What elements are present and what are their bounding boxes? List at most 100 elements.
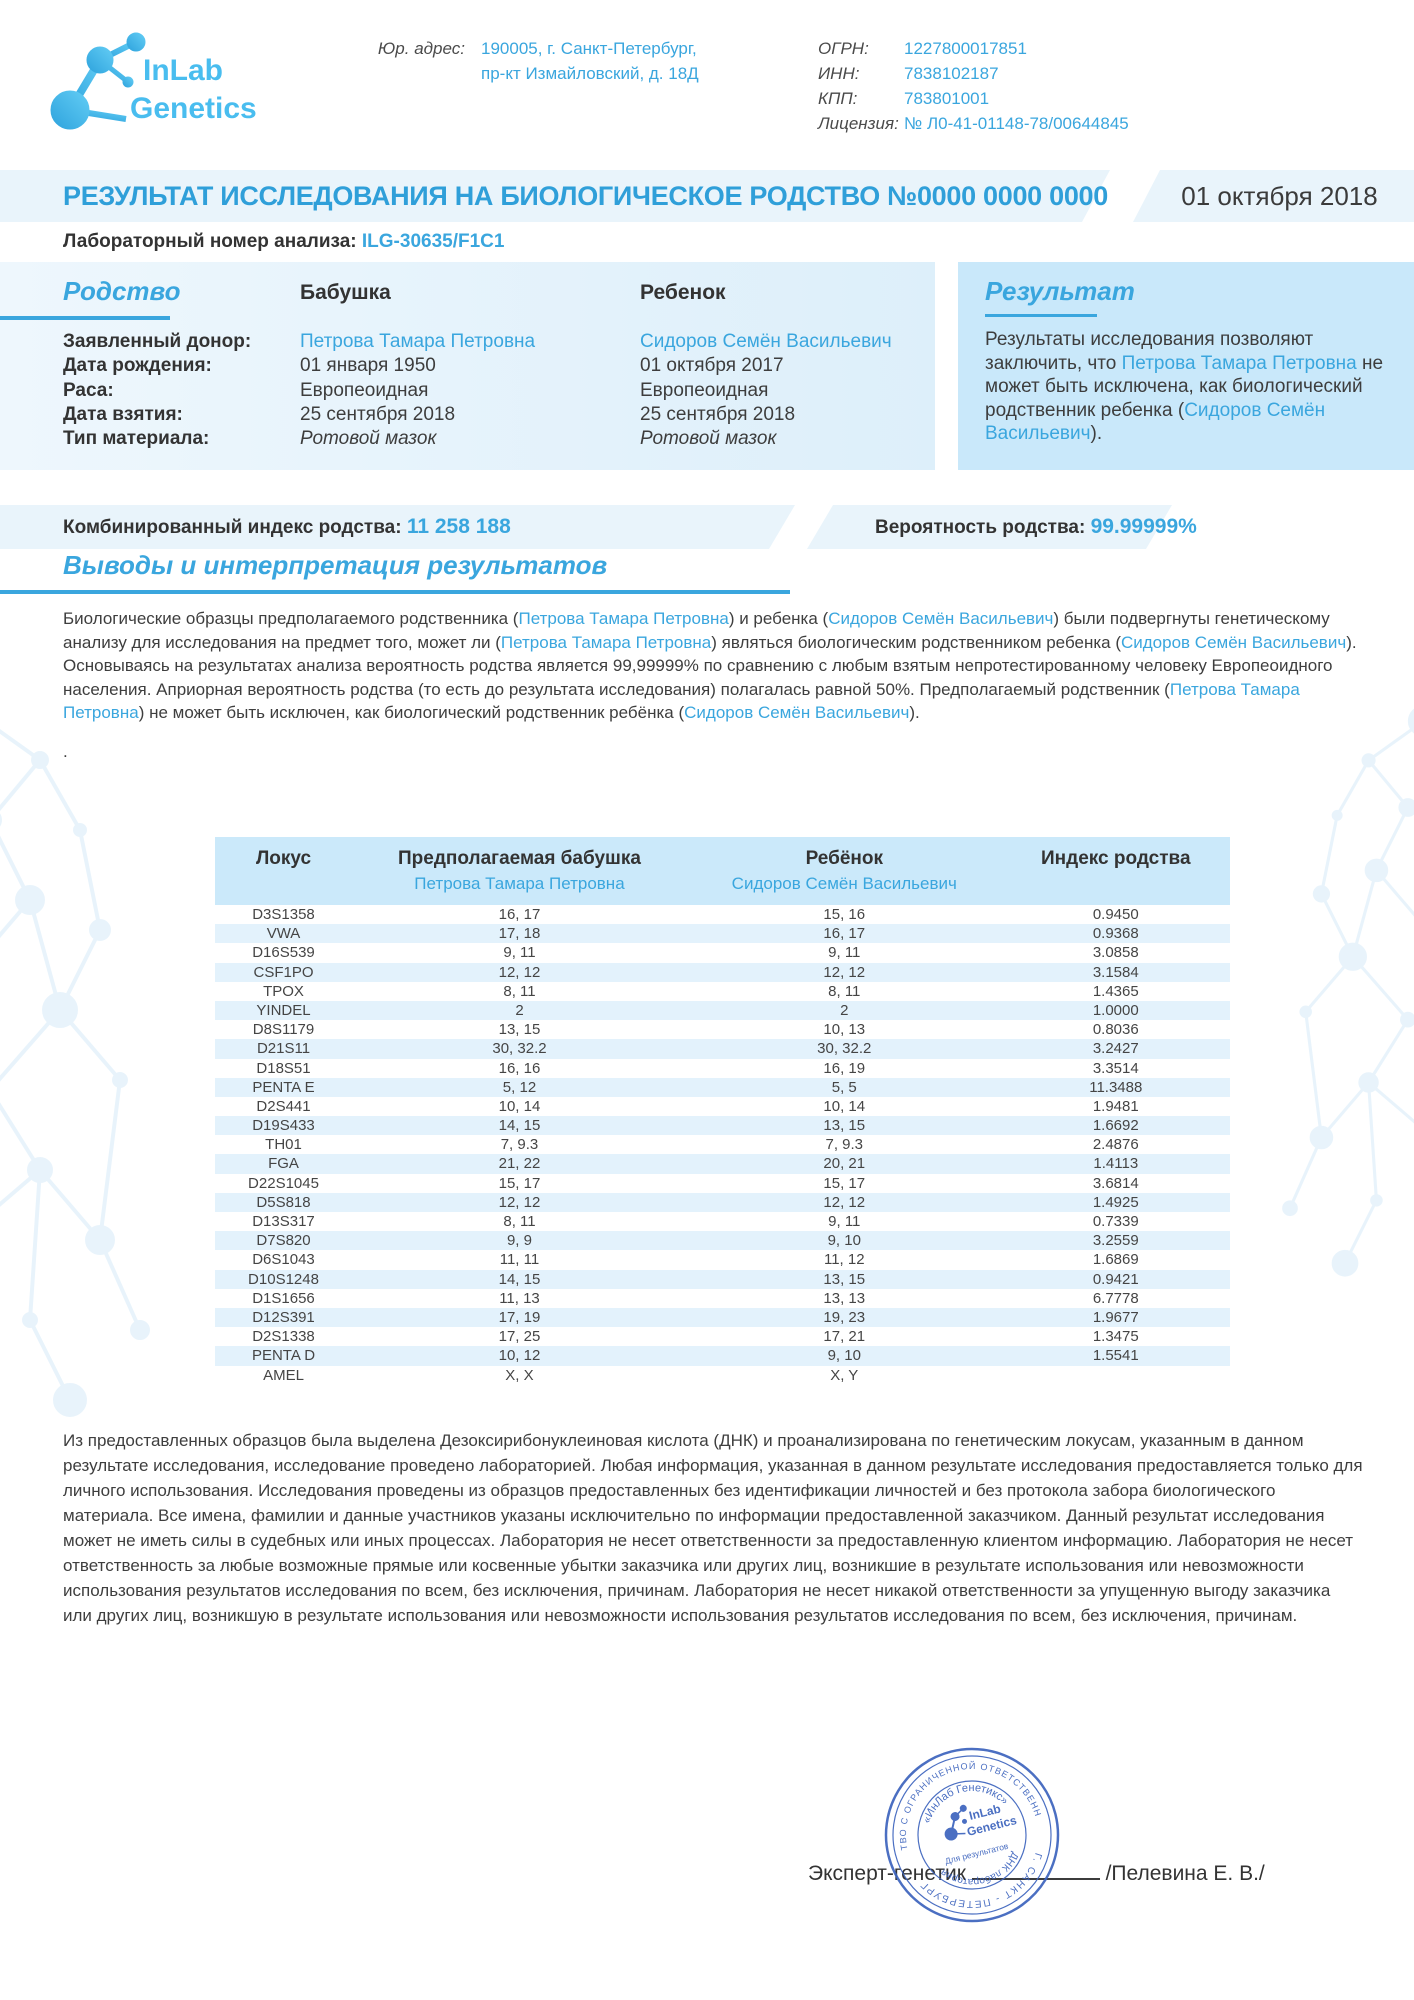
table-cell: PENTA E (252, 1078, 315, 1096)
kinship-row: Раса: Европеоидная Европеоидная (0, 379, 935, 403)
table-cell: PENTA D (251, 1347, 316, 1365)
conclusions-title-underline (0, 590, 790, 594)
table-cell: 9, 11 (503, 944, 536, 962)
table-cell: 11, 11 (499, 1251, 540, 1269)
table-cell: YINDEL (256, 1001, 311, 1019)
table-cell: 1.4113 (1093, 1155, 1139, 1173)
combined-index: Комбинированный индекс родства: 11 258 1… (63, 505, 511, 549)
table-cell: CSF1PO (253, 963, 314, 981)
kinship-row: Дата взятия: 25 сентября 2018 25 сентября … (0, 403, 935, 427)
kinship-panel (0, 262, 935, 470)
document-date: 01 октября 2018 (1181, 181, 1378, 211)
loci-table: Локус Предполагаемая бабушка Петрова Там… (215, 837, 1230, 1385)
kinship-cell: Тип материала: (63, 428, 210, 450)
table-row: D21S11 30, 32.2 30, 32.2 3.2427 (215, 1039, 1230, 1059)
table-cell: 15, 17 (498, 1174, 541, 1192)
person-name: Сидоров Семён Васильевич (985, 399, 1326, 445)
table-cell: 5, 5 (831, 1078, 857, 1096)
combined-index-label: Комбинированный индекс родства: (63, 517, 402, 538)
ogrn-value: 1227800017851 (904, 39, 1027, 58)
license-value: № Л0-41-01148-78/00644845 (904, 114, 1129, 133)
kinship-rows: Заявленный донор: Петрова Тамара Петровна… (0, 330, 935, 451)
table-cell: D13S317 (252, 1213, 315, 1230)
signature-line (971, 1858, 1100, 1880)
kinship-cell: 25 сентября 2018 (300, 403, 456, 425)
ogrn-label: ОГРН: (818, 39, 869, 58)
table-row: PENTA E 5, 12 5, 5 11.3488 (215, 1077, 1230, 1097)
table-cell: 3.2427 (1092, 1040, 1139, 1058)
table-cell: 3.3514 (1092, 1059, 1139, 1077)
table-cell: 0.9368 (1092, 925, 1139, 943)
stamp-molecule-icon (944, 1804, 967, 1841)
table-row: D12S391 17, 19 19, 23 1.9677 (215, 1307, 1230, 1328)
table-cell: 2 (840, 1001, 849, 1019)
kinship-row: Заявленный донор: Петрова Тамара Петровна… (0, 330, 935, 354)
table-cell: 11, 13 (499, 1289, 540, 1307)
table-cell: 14, 15 (498, 1270, 541, 1288)
table-row: D2S1338 17, 25 17, 21 1.3475 (215, 1327, 1230, 1346)
kinship-col1-header: Бабушка (300, 281, 391, 304)
person-name: Петрова Тамара Петровна (63, 679, 1300, 723)
stamp-outer-top-text: ОБЩЕСТВО С ОГРАНИЧЕННОЙ ОТВЕТСТВЕННОСТЬЮ (839, 1703, 1044, 1862)
kinship-cell: Заявленный донор: (63, 331, 252, 352)
table-cell: 13, 15 (498, 1021, 541, 1039)
document-title: РЕЗУЛЬТАТ ИССЛЕДОВАНИЯ НА БИОЛОГИЧЕСКОЕ … (63, 181, 1108, 211)
table-cell: 17, 21 (823, 1328, 866, 1346)
table-cell: 1.3475 (1092, 1328, 1139, 1346)
ogrn-row: ОГРН: 1227800017851 (818, 36, 1129, 61)
kinship-cell: Дата рождения: (63, 355, 212, 377)
kinship-section-title: Родство (63, 276, 181, 306)
table-cell: 9, 10 (827, 1232, 861, 1250)
kinship-cell: Ротовой мазок (300, 428, 437, 450)
table-cell: 16, 19 (823, 1059, 866, 1077)
table-cell: 16, 17 (498, 906, 541, 923)
table-cell: 1.6692 (1092, 1117, 1139, 1135)
person-name: Сидоров Семён Васильевич (1120, 632, 1347, 652)
signature-row: Эксперт-генетик /Пелевина Е. В./ (808, 1858, 1265, 1886)
title-band (0, 170, 1110, 222)
table-cell: 2.4876 (1092, 1136, 1139, 1154)
table-cell: 1.9677 (1092, 1308, 1139, 1326)
table-cell: 10, 12 (498, 1347, 541, 1365)
table-cell: 17, 19 (498, 1308, 541, 1326)
table-cell: 20, 21 (823, 1155, 866, 1173)
table-row: D18S51 16, 16 16, 19 3.3514 (215, 1059, 1230, 1078)
lab-number-label: Лабораторный номер анализа: (63, 231, 357, 252)
table-cell: 7, 9.3 (825, 1136, 864, 1154)
person-name: Сидоров Семён Васильевич (828, 609, 1054, 628)
table-cell: 17, 18 (498, 925, 541, 943)
table-cell: 3.2559 (1092, 1232, 1139, 1250)
table-cell: 9, 11 (828, 1213, 861, 1230)
table-row: D1S1656 11, 13 13, 13 6.7778 (215, 1289, 1230, 1308)
table-cell: D16S539 (252, 944, 315, 962)
table-cell: 10, 14 (498, 1097, 541, 1115)
table-cell: 30, 32.2 (817, 1040, 872, 1058)
kinship-cell: Сидоров Семён Васильевич (640, 331, 892, 352)
table-cell: FGA (268, 1155, 299, 1173)
kinship-cell: Европеоидная (640, 379, 769, 401)
table-cell: 9, 10 (827, 1347, 861, 1365)
table-cell: 19, 23 (823, 1308, 866, 1326)
table-row: D8S1179 13, 15 10, 13 0.8036 (215, 1020, 1230, 1039)
table-cell: TH01 (265, 1136, 302, 1154)
inn-row: ИНН: 7838102187 (818, 61, 1129, 86)
molecule-logo-icon (50, 32, 146, 130)
kinship-title-underline (0, 316, 170, 320)
table-cell: 11.3488 (1089, 1078, 1143, 1096)
kinship-cell: 01 октября 2017 (640, 355, 784, 377)
person-name: Петрова Тамара Петровна (1121, 352, 1357, 374)
result-title-underline (985, 314, 1097, 317)
date-band (1133, 170, 1414, 222)
table-row: VWA 17, 18 16, 17 0.9368 (215, 924, 1230, 944)
table-cell: 8, 11 (828, 982, 861, 1000)
table-cell: 8, 11 (503, 982, 536, 1000)
table-row: D10S1248 14, 15 13, 15 0.9421 (215, 1269, 1230, 1289)
table-cell: 12, 12 (498, 1193, 541, 1211)
table-cell: 10, 13 (823, 1021, 866, 1039)
kinship-row: Тип материала: Ротовой мазок Ротовой мазок (0, 427, 935, 451)
kinship-cell: Дата взятия: (63, 403, 183, 425)
table-cell: 15, 16 (823, 906, 866, 923)
table-cell: D10S1248 (248, 1270, 319, 1288)
table-cell: 16, 16 (498, 1059, 541, 1077)
